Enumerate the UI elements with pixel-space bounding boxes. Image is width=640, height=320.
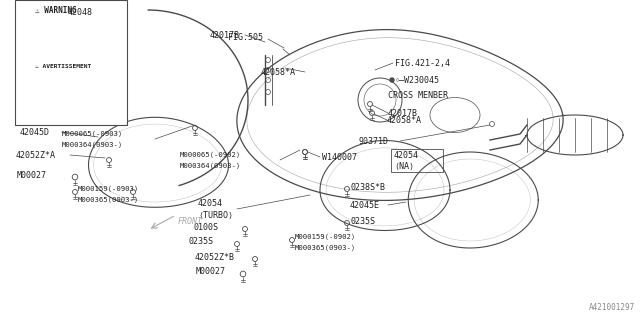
Text: 42058*A: 42058*A <box>387 116 422 124</box>
Text: M000365⟨0903-⟩: M000365⟨0903-⟩ <box>295 245 356 251</box>
Text: ⟨TURBO⟩: ⟨TURBO⟩ <box>198 211 233 220</box>
Text: M000159⟨-0902⟩: M000159⟨-0902⟩ <box>295 234 356 240</box>
Text: ⚠ WARNING: ⚠ WARNING <box>35 5 77 14</box>
Text: FIG.505: FIG.505 <box>228 33 263 42</box>
Bar <box>391 149 443 172</box>
Text: M000159⟨-0903⟩: M000159⟨-0903⟩ <box>78 186 140 192</box>
Text: M000364⟨0903-⟩: M000364⟨0903-⟩ <box>62 142 124 148</box>
Text: FRONT: FRONT <box>178 218 203 227</box>
Text: M000365⟨0903-⟩: M000365⟨0903-⟩ <box>78 197 140 203</box>
Text: 90371D: 90371D <box>358 137 388 146</box>
Text: M000065⟨-0902⟩: M000065⟨-0902⟩ <box>180 152 241 158</box>
Text: ⟨NA⟩: ⟨NA⟩ <box>394 162 414 171</box>
Text: 42048: 42048 <box>68 7 93 17</box>
Text: 42045D: 42045D <box>20 127 50 137</box>
Text: 42054: 42054 <box>198 199 223 209</box>
Text: 42052Z*A: 42052Z*A <box>16 150 56 159</box>
Text: 42017B: 42017B <box>210 30 240 39</box>
Text: 42017B: 42017B <box>388 108 418 117</box>
Text: 42045E: 42045E <box>350 201 380 210</box>
Bar <box>15 0 127 125</box>
Text: A421001297: A421001297 <box>589 303 635 312</box>
Text: ◦—W230045: ◦—W230045 <box>395 76 440 84</box>
Text: ⚠ AVERTISSEMENT: ⚠ AVERTISSEMENT <box>35 63 92 68</box>
Text: M000364⟨0903-⟩: M000364⟨0903-⟩ <box>180 163 241 169</box>
Text: 0235S: 0235S <box>350 217 375 226</box>
Text: M00027: M00027 <box>17 171 47 180</box>
Text: 0238S*B: 0238S*B <box>350 182 385 191</box>
Text: M000065⟨-0903⟩: M000065⟨-0903⟩ <box>62 131 124 137</box>
Text: 0100S: 0100S <box>193 222 218 231</box>
Text: W140007: W140007 <box>322 153 357 162</box>
Text: 0235S: 0235S <box>188 237 213 246</box>
Text: 42058*A: 42058*A <box>261 68 296 76</box>
Text: CROSS MENBER: CROSS MENBER <box>388 91 448 100</box>
Text: 42054: 42054 <box>394 150 419 159</box>
Text: FIG.421-2,4: FIG.421-2,4 <box>395 59 450 68</box>
Text: 42052Z*B: 42052Z*B <box>195 252 235 261</box>
Circle shape <box>390 78 394 82</box>
Text: M00027: M00027 <box>196 268 226 276</box>
